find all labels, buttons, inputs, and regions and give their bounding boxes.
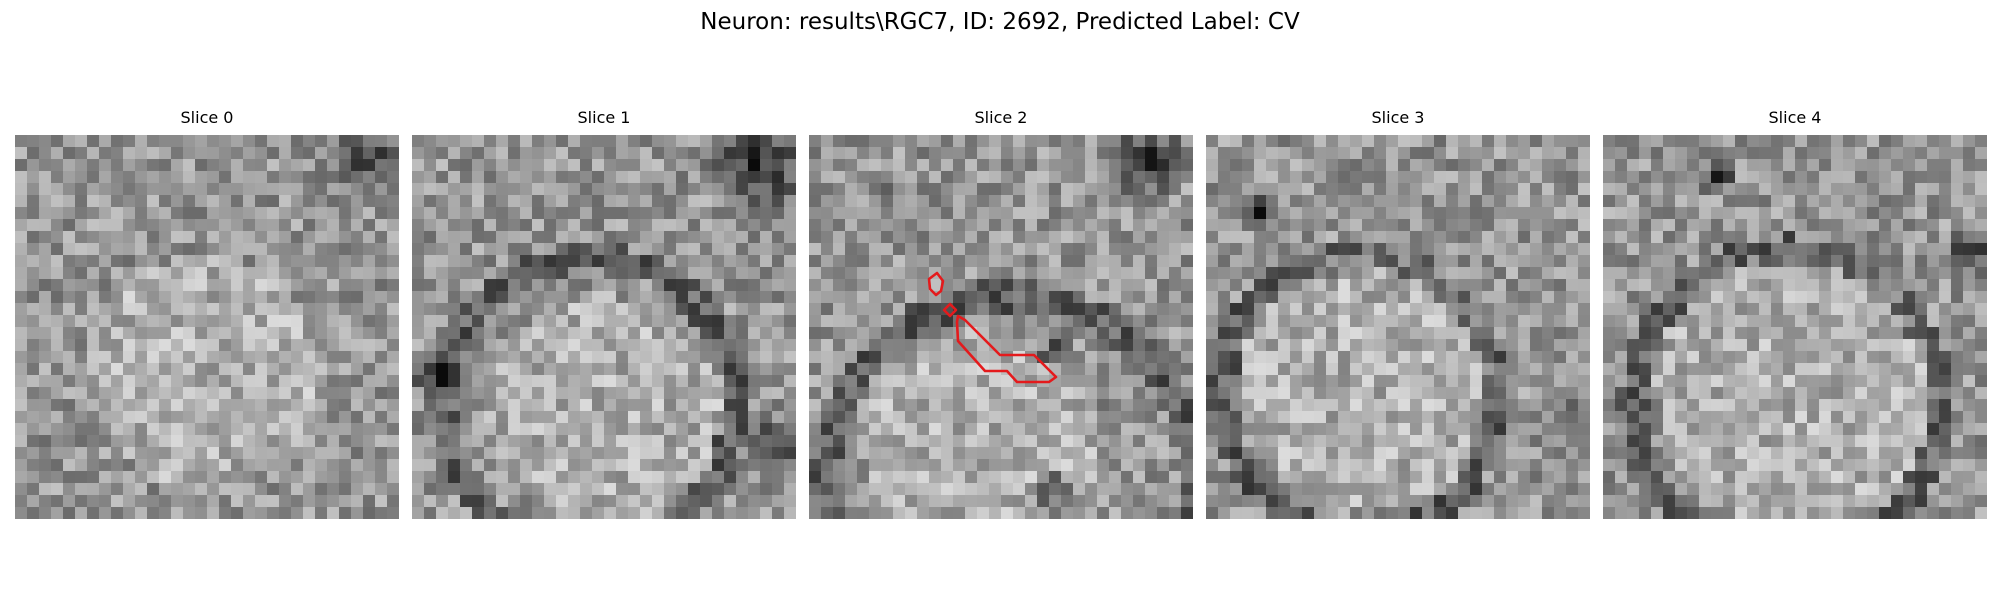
pixel-grid xyxy=(412,135,796,519)
slice-title: Slice 3 xyxy=(1371,108,1425,127)
slice-title: Slice 1 xyxy=(577,108,631,127)
microscopy-slice-image xyxy=(809,135,1193,519)
figure-title: Neuron: results\RGC7, ID: 2692, Predicte… xyxy=(700,9,1300,35)
microscopy-slice-image xyxy=(15,135,399,519)
pixel-grid xyxy=(809,135,1193,519)
segmentation-contour xyxy=(927,271,945,297)
pixel-grid xyxy=(1603,135,1987,519)
segmentation-contour xyxy=(942,302,958,318)
microscopy-slice-image xyxy=(1603,135,1987,519)
segmentation-contour xyxy=(955,314,1058,384)
pixel-grid xyxy=(1206,135,1590,519)
slice-title: Slice 2 xyxy=(974,108,1028,127)
slice-title: Slice 0 xyxy=(180,108,234,127)
microscopy-slice-image xyxy=(412,135,796,519)
microscopy-slice-image xyxy=(1206,135,1590,519)
pixel-grid xyxy=(15,135,399,519)
slice-title: Slice 4 xyxy=(1768,108,1822,127)
